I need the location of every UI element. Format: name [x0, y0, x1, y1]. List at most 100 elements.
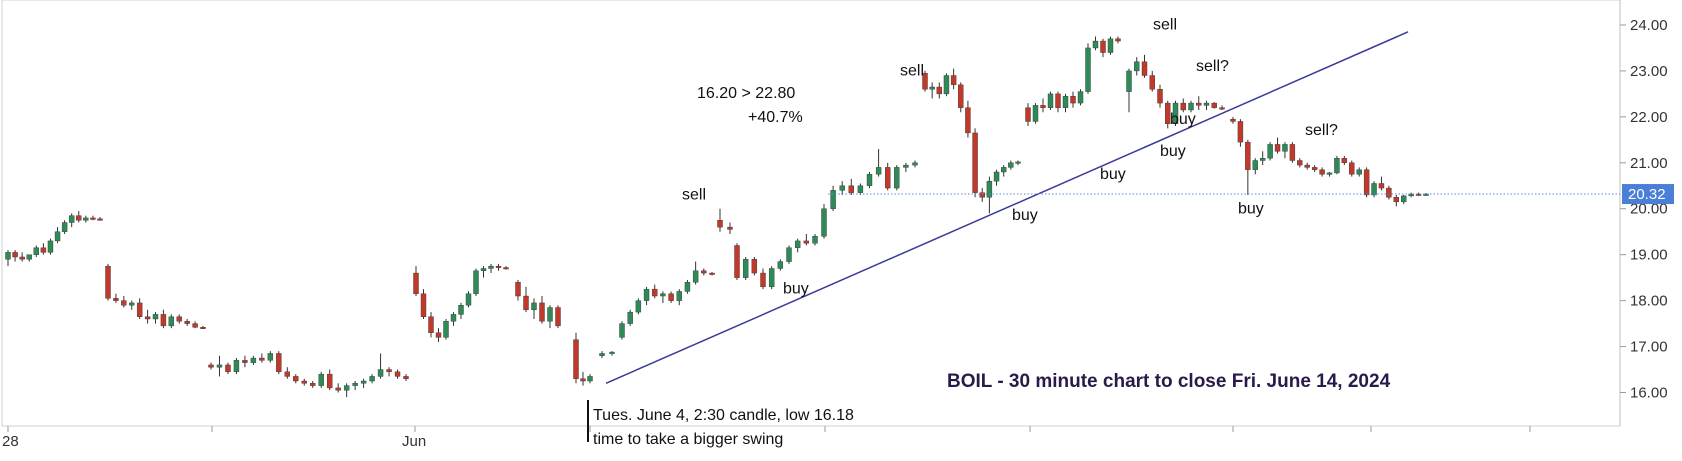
candle-body	[443, 321, 449, 338]
candle	[1237, 119, 1244, 147]
candle	[768, 266, 775, 290]
trendline	[605, 31, 1409, 384]
candle-body	[1149, 75, 1155, 90]
candle	[1415, 192, 1422, 196]
candle	[83, 215, 89, 223]
candle	[1149, 70, 1155, 92]
candle	[1267, 142, 1273, 161]
candle-body	[922, 73, 928, 90]
candle	[950, 68, 957, 90]
candle	[786, 245, 792, 264]
candle-body	[233, 360, 240, 373]
candle-body	[83, 217, 89, 221]
candle	[1134, 57, 1140, 76]
candle-body	[1267, 144, 1273, 159]
annotation-sell: sell	[682, 187, 706, 204]
candle-body	[555, 307, 561, 327]
candle	[33, 245, 40, 257]
candle	[1055, 91, 1061, 113]
candle-body	[894, 167, 900, 189]
candle-body	[121, 300, 127, 306]
candle-body	[660, 293, 666, 297]
candle	[742, 256, 749, 280]
candle-body	[192, 323, 198, 328]
candle-body	[794, 240, 801, 248]
candle-body	[1319, 169, 1325, 175]
candle	[47, 238, 54, 255]
candles-layer	[5, 36, 1429, 398]
candle	[97, 217, 103, 221]
candle	[403, 374, 409, 382]
candle	[152, 312, 159, 324]
candle-body	[857, 185, 864, 193]
candle-body	[1393, 197, 1400, 203]
candle-body	[465, 293, 472, 306]
candle-body	[1297, 160, 1303, 166]
candle	[12, 250, 18, 262]
candle-body	[943, 75, 950, 95]
candle-body	[812, 236, 818, 244]
candle-body	[1077, 91, 1084, 104]
candle-body	[734, 245, 740, 278]
candle	[1126, 68, 1132, 113]
candle-body	[360, 380, 367, 384]
candle-body	[458, 305, 464, 315]
candle-body	[276, 353, 282, 373]
candle-body	[1423, 193, 1429, 196]
annotation-buy: buy	[1238, 200, 1264, 217]
axis-ticks: 16.00 17.00 18.00 19.00 20.00 21.00 22.00 23.00…	[2, 17, 1668, 450]
candle	[894, 165, 900, 191]
candle-body	[619, 323, 625, 338]
candle-body	[97, 218, 103, 221]
candle	[360, 378, 367, 388]
candle	[267, 351, 274, 363]
candle-body	[1180, 102, 1186, 111]
candle-body	[435, 332, 442, 338]
candle	[129, 300, 135, 310]
candle	[233, 358, 240, 375]
candle-body	[1311, 167, 1318, 170]
candle-body	[386, 369, 392, 373]
candle-body	[113, 298, 119, 301]
candle-body	[1115, 38, 1121, 42]
candle-body	[1230, 118, 1236, 122]
candle-body	[1126, 70, 1132, 92]
candle	[627, 309, 633, 326]
candle-body	[786, 247, 792, 262]
candle	[1341, 155, 1348, 166]
candle-body	[61, 222, 68, 232]
candle	[1141, 54, 1148, 78]
candle-body	[225, 364, 231, 373]
candle-body	[1304, 164, 1310, 168]
candle-body	[972, 132, 978, 193]
candle	[1165, 100, 1171, 129]
candle	[326, 369, 333, 391]
annotation-buy: buy	[1170, 111, 1196, 128]
candle	[857, 183, 864, 195]
candle-body	[1040, 105, 1046, 108]
y-tick-label: 18.00	[1630, 293, 1668, 310]
candle	[668, 291, 674, 303]
last-price-value: 20.32	[1628, 186, 1666, 203]
candle-body	[950, 75, 957, 85]
candle	[413, 266, 419, 297]
candle	[573, 332, 579, 384]
candle	[717, 208, 723, 232]
candle	[68, 213, 75, 228]
candle-body	[717, 220, 723, 228]
candle	[794, 238, 801, 253]
annotation-sell: sell?	[1196, 58, 1229, 75]
candle-body	[488, 265, 494, 269]
candle	[830, 185, 836, 212]
candle-body	[420, 293, 427, 317]
candle-body	[413, 272, 419, 294]
candle	[435, 328, 442, 342]
annotation-buy: buy	[1100, 166, 1126, 183]
candle	[727, 222, 733, 235]
candle	[1297, 158, 1303, 168]
candle-body	[1349, 162, 1355, 175]
trendline-layer	[605, 31, 1409, 384]
candle-body	[1134, 61, 1140, 72]
candle	[839, 181, 845, 195]
